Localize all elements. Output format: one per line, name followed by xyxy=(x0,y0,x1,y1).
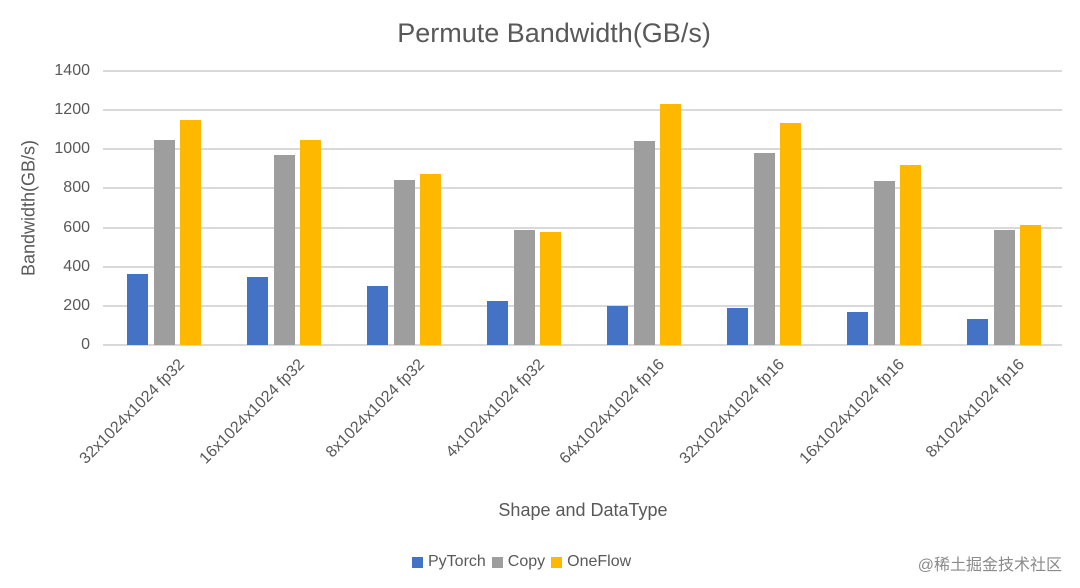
bar-pytorch xyxy=(127,273,148,345)
bar-pytorch xyxy=(367,285,388,345)
bar-copy xyxy=(753,153,775,345)
y-tick-label: 0 xyxy=(81,336,90,353)
y-axis-label: Bandwidth(GB/s) xyxy=(18,139,39,277)
bar-copy xyxy=(273,155,295,345)
x-tick-label: 32x1024x1024 fp16 xyxy=(676,356,789,468)
gridline xyxy=(103,265,1062,268)
bar-pytorch xyxy=(247,277,268,345)
bar-oneflow xyxy=(540,231,561,345)
y-tick-label: 400 xyxy=(63,257,90,275)
y-tick-label: 1200 xyxy=(54,101,90,119)
x-tick-label: 8x1024x1024 fp16 xyxy=(922,356,1029,462)
gridline xyxy=(103,226,1062,229)
watermark: @稀土掘金技术社区 xyxy=(917,557,1062,574)
bar-copy xyxy=(993,229,1015,345)
x-tick-label: 16x1024x1024 fp32 xyxy=(196,356,309,468)
chart-title: Permute Bandwidth(GB/s) xyxy=(397,18,711,48)
gridline xyxy=(103,70,1062,72)
legend-swatch-icon xyxy=(412,556,423,568)
bar-oneflow xyxy=(300,139,321,345)
bar-pytorch xyxy=(847,311,868,345)
x-tick-label: 64x1024x1024 fp16 xyxy=(556,356,669,468)
legend-swatch-icon xyxy=(551,556,563,568)
plot-area xyxy=(103,70,1062,346)
bar-oneflow xyxy=(1020,224,1041,345)
bar-copy xyxy=(873,180,895,345)
bar-pytorch xyxy=(967,318,988,345)
bar-oneflow xyxy=(420,173,441,345)
gridline xyxy=(103,344,1062,346)
x-tick-label: 16x1024x1024 fp16 xyxy=(796,356,909,468)
legend-swatch-icon xyxy=(491,556,503,568)
legend: PyTorch Copy OneFlow xyxy=(412,553,637,571)
bar-copy xyxy=(633,141,655,345)
bar-oneflow xyxy=(180,119,201,345)
y-tick-label: 600 xyxy=(63,218,90,236)
legend-item-pytorch: PyTorch xyxy=(412,553,486,571)
x-tick-label: 4x1024x1024 fp32 xyxy=(442,356,549,462)
x-tick-label: 32x1024x1024 fp32 xyxy=(76,356,189,468)
x-axis-label: Shape and DataType xyxy=(498,500,668,520)
legend-label: Copy xyxy=(507,553,546,570)
gridline xyxy=(103,304,1062,307)
bar-oneflow xyxy=(780,122,801,345)
x-tick-label: 8x1024x1024 fp32 xyxy=(322,356,429,462)
bar-oneflow xyxy=(660,104,681,345)
bar-pytorch xyxy=(487,300,508,345)
bar-oneflow xyxy=(900,164,921,345)
gridline xyxy=(103,148,1062,151)
legend-label: PyTorch xyxy=(428,553,486,570)
bar-copy xyxy=(393,179,415,345)
y-tick-label: 1400 xyxy=(54,62,90,79)
bar-pytorch xyxy=(727,307,748,345)
y-tick-label: 200 xyxy=(63,296,90,314)
bar-copy xyxy=(513,229,535,345)
bar-copy xyxy=(153,139,175,345)
gridline xyxy=(103,187,1062,190)
legend-item-oneflow: OneFlow xyxy=(551,553,631,571)
bar-pytorch xyxy=(607,305,628,345)
y-tick-label: 800 xyxy=(63,179,90,197)
legend-item-copy: Copy xyxy=(491,553,546,571)
legend-label: OneFlow xyxy=(567,553,632,570)
gridline xyxy=(103,109,1062,112)
y-tick-label: 1000 xyxy=(54,140,90,158)
